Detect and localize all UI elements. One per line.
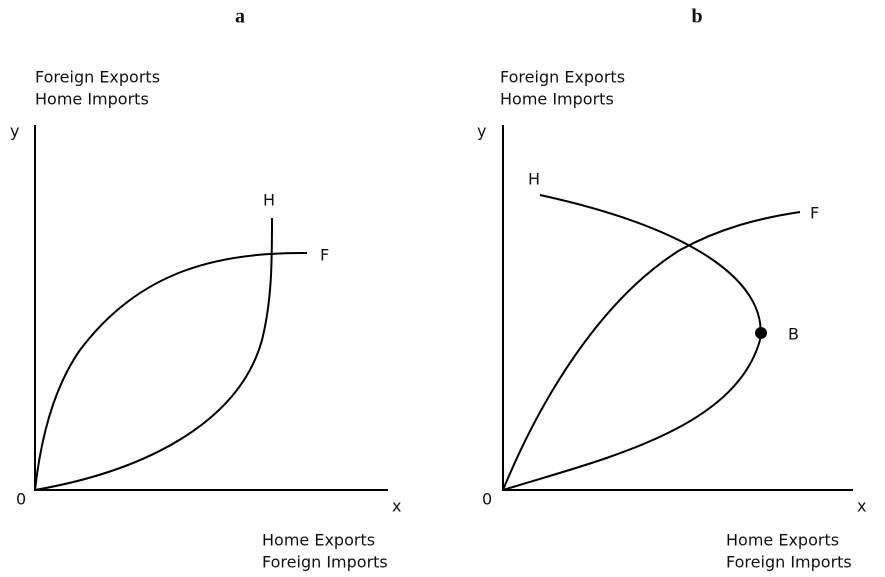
curve-label: H [528,170,540,189]
point-label: B [788,325,799,344]
y-axis-label: y [477,122,486,141]
panel-title: a [235,6,245,28]
curve-label: H [263,191,275,210]
origin-label: 0 [16,490,26,509]
x-axis-label: x [392,497,401,516]
y-label: Foreign Exports [35,68,160,87]
origin-label: 0 [482,490,492,509]
curve [502,211,801,491]
y-label: Home Imports [35,90,149,109]
x-label: Foreign Imports [726,553,852,572]
curve-label: F [320,246,329,265]
x-label: Foreign Imports [262,553,388,572]
x-axis-label: x [857,497,866,516]
y-label: Home Imports [500,90,614,109]
curve [502,194,762,491]
x-label: Home Exports [262,531,375,550]
y-axis-label: y [10,122,19,141]
y-label: Foreign Exports [500,68,625,87]
curve-label: F [810,204,819,223]
curve [34,217,273,491]
curve [34,251,308,491]
axes [502,125,853,491]
x-label: Home Exports [726,531,839,550]
equilibrium-point [755,327,767,339]
axes [34,125,388,491]
panel-title: b [691,6,702,28]
